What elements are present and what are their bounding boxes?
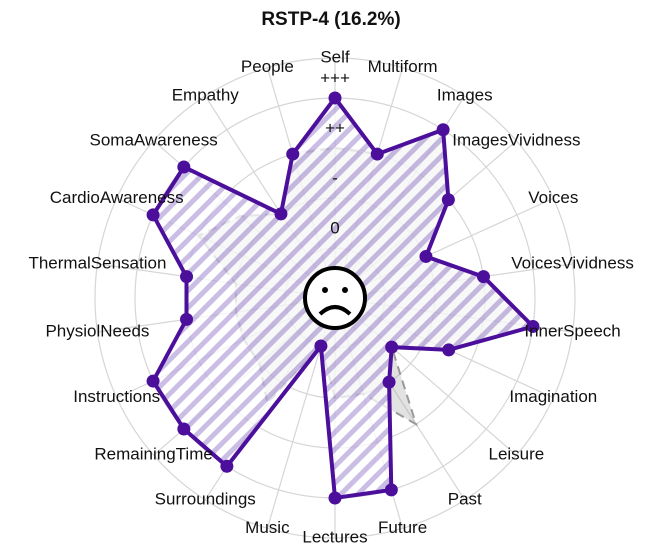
- category-label: Instructions: [73, 387, 160, 406]
- category-label: Images: [437, 86, 493, 105]
- category-label: Surroundings: [155, 489, 256, 508]
- category-label: Empathy: [172, 86, 240, 105]
- category-label: Leisure: [488, 445, 544, 464]
- category-label: Imagination: [509, 387, 597, 406]
- r-tick-label: +++: [320, 68, 350, 87]
- category-label: ImagesVividness: [452, 130, 580, 149]
- category-label: RemainingTime: [94, 445, 212, 464]
- point: [526, 319, 540, 333]
- category-label: Future: [378, 518, 427, 537]
- category-label: Music: [245, 518, 290, 537]
- point: [177, 422, 191, 436]
- point: [220, 459, 234, 473]
- category-label: Past: [448, 489, 482, 508]
- point: [177, 160, 191, 174]
- point: [314, 339, 328, 353]
- sad-face: [303, 266, 367, 330]
- category-label: CardioAwareness: [50, 188, 184, 207]
- point: [442, 343, 456, 357]
- category-label: Multiform: [368, 57, 438, 76]
- point: [382, 375, 396, 389]
- point: [146, 208, 160, 222]
- category-label: People: [241, 57, 294, 76]
- labels: 0-+++++SelfMultiformImagesImagesVividnes…: [28, 47, 633, 546]
- point: [328, 491, 342, 505]
- category-label: InnerSpeech: [524, 322, 620, 341]
- r-tick-label: 0: [330, 218, 339, 237]
- point: [286, 147, 300, 161]
- point: [180, 270, 194, 284]
- point: [419, 249, 433, 263]
- chart-title: RSTP-4 (16.2%): [261, 9, 400, 30]
- point: [328, 91, 342, 105]
- r-tick-label: ++: [325, 118, 345, 137]
- point: [476, 270, 490, 284]
- point: [384, 483, 398, 497]
- category-label: SomaAwareness: [90, 130, 218, 149]
- category-label: ThermalSensation: [28, 253, 166, 272]
- point: [370, 147, 384, 161]
- category-label: PhysiolNeeds: [45, 322, 149, 341]
- point: [436, 123, 450, 137]
- category-label: Voices: [528, 188, 578, 207]
- category-label: Self: [320, 47, 350, 66]
- point: [385, 340, 399, 354]
- point: [180, 312, 194, 326]
- point: [146, 374, 160, 388]
- point: [274, 207, 288, 221]
- r-tick-label: -: [332, 168, 338, 187]
- category-label: Lectures: [302, 527, 367, 546]
- category-label: VoicesVividness: [511, 253, 634, 272]
- point: [441, 193, 455, 207]
